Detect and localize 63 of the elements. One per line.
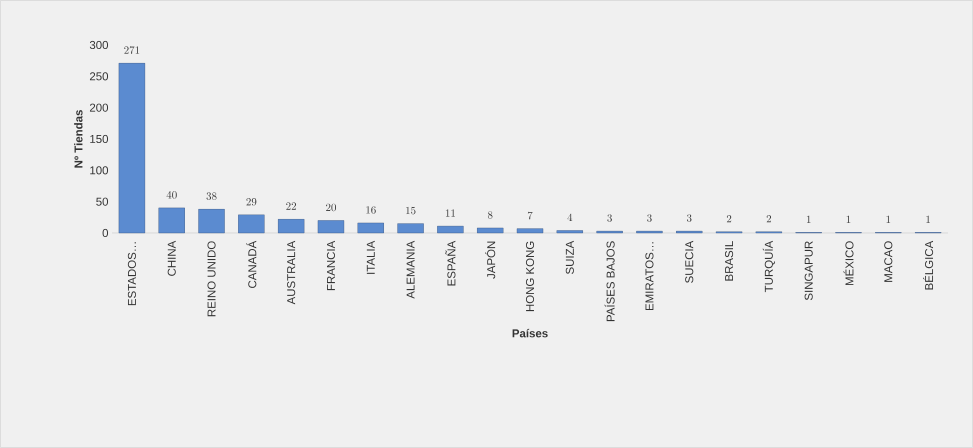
x-tick-label: ITALIA (366, 240, 375, 274)
x-tick-label: ESTADOS… (128, 242, 136, 306)
x-tick-label: SINGAPUR (804, 241, 813, 300)
x-tick-label: MACAO (884, 241, 892, 282)
bar (238, 214, 265, 234)
y-tick-label: 150 (90, 134, 108, 144)
data-label: 8 (488, 211, 492, 219)
x-tick-label: CHINA (168, 240, 176, 276)
data-label: 15 (406, 206, 416, 214)
y-tick-label: 250 (90, 72, 108, 80)
x-tick-label: SUECIA (685, 240, 694, 283)
bar (556, 230, 584, 234)
bar (278, 219, 304, 234)
x-tick-label: REINO UNIDO (207, 241, 216, 316)
data-label: 3 (607, 214, 612, 222)
bar (318, 220, 344, 234)
data-label: 29 (246, 198, 256, 206)
x-tick-label: MÉXICO (843, 241, 854, 286)
y-tick-label: 300 (90, 40, 108, 50)
data-label: 40 (166, 191, 177, 199)
data-label: 11 (446, 209, 455, 217)
y-tick-label: 50 (96, 198, 108, 206)
x-tick-label: JAPÓN (485, 242, 496, 279)
bar (397, 223, 424, 234)
x-tick-label: SUIZA (566, 240, 574, 274)
data-label: 3 (647, 214, 652, 222)
bar (198, 208, 225, 234)
bar (118, 62, 146, 234)
x-tick-label: ESPAÑA (445, 240, 456, 286)
x-tick-label: ALEMANIA (406, 240, 415, 299)
x-tick-label: FRANCIA (326, 240, 336, 290)
bar (477, 228, 504, 234)
y-tick-label: 0 (102, 228, 108, 238)
x-axis-title: Países (512, 328, 548, 338)
y-tick-label: 200 (90, 104, 108, 112)
data-label: 2 (766, 214, 772, 222)
x-tick-label: AUSTRALIA (287, 240, 296, 304)
data-label: 3 (686, 214, 692, 222)
x-tick-label: PAÍSES BAJOS (604, 241, 615, 322)
y-axis-title: Nº Tiendas (74, 110, 83, 168)
data-label: 271 (124, 46, 140, 54)
data-label: 7 (528, 212, 533, 220)
data-label: 4 (567, 214, 572, 221)
data-label: 38 (206, 192, 217, 200)
data-label: 2 (726, 214, 732, 222)
bar (358, 222, 384, 234)
data-label: 16 (366, 206, 376, 214)
data-label: 1 (886, 216, 890, 223)
data-label: 1 (846, 216, 850, 223)
bar (516, 228, 544, 234)
x-tick-label: BÉLGICA (923, 240, 934, 290)
data-label: 1 (806, 216, 811, 223)
x-tick-label: EMIRATOS… (645, 242, 654, 310)
data-label: 1 (926, 216, 930, 223)
data-label: 22 (286, 202, 296, 210)
y-tick-label: 100 (90, 166, 108, 174)
data-label: 20 (326, 204, 336, 212)
x-tick-label: CANADÁ (246, 240, 256, 288)
bar (158, 208, 185, 234)
bar (437, 226, 464, 234)
x-tick-label: HONG KONG (526, 242, 534, 312)
x-tick-label: TURQUÍA (762, 240, 775, 292)
x-tick-label: BRASIL (725, 241, 734, 281)
